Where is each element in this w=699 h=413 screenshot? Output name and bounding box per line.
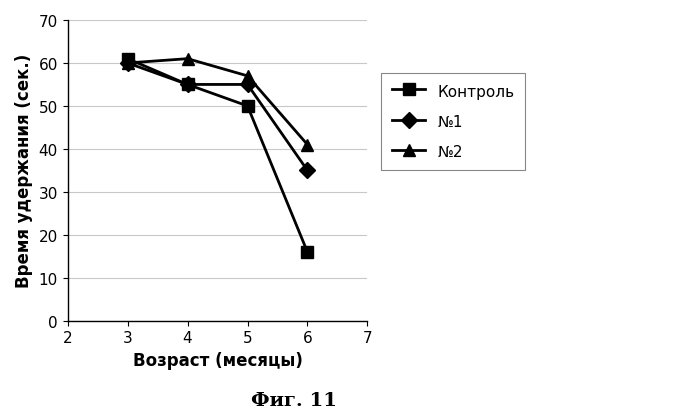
- №2: [124, 62, 132, 66]
- Line: Контроль: Контроль: [122, 54, 313, 258]
- Контроль: [183, 83, 192, 88]
- Y-axis label: Время удержания (сек.): Время удержания (сек.): [15, 54, 33, 288]
- №1: [303, 169, 312, 173]
- №2: [243, 74, 252, 79]
- Контроль: [303, 250, 312, 255]
- Line: №1: №1: [122, 58, 313, 176]
- Контроль: [124, 57, 132, 62]
- №2: [183, 57, 192, 62]
- Контроль: [243, 104, 252, 109]
- X-axis label: Возраст (месяцы): Возраст (месяцы): [133, 351, 303, 369]
- №1: [124, 62, 132, 66]
- Line: №2: №2: [122, 54, 313, 151]
- №1: [243, 83, 252, 88]
- Legend: Контроль, №1, №2: Контроль, №1, №2: [381, 74, 526, 171]
- №1: [183, 83, 192, 88]
- Text: Фиг. 11: Фиг. 11: [250, 391, 337, 409]
- №2: [303, 143, 312, 148]
